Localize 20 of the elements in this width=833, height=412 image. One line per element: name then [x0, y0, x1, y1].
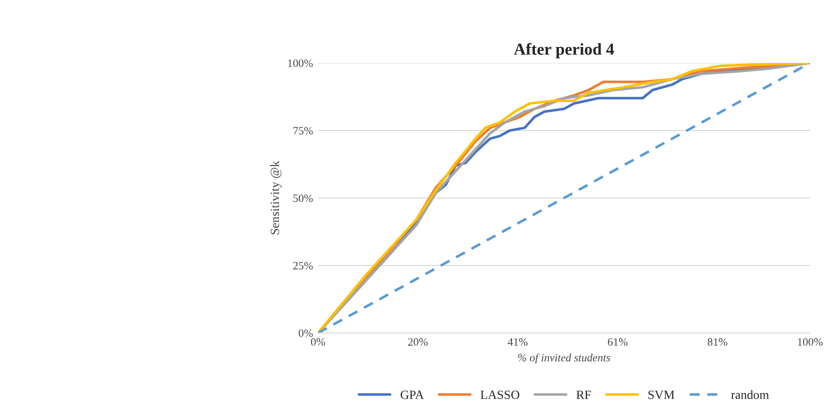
x-tick-label: 0%	[311, 338, 326, 346]
x-tick-label: 61%	[608, 338, 628, 346]
y-axis-title: Sensitivity @k	[270, 160, 282, 234]
x-tick-label: 20%	[408, 338, 428, 346]
y-tick-label: 100%	[288, 59, 313, 67]
legend-label: GPA	[400, 390, 424, 400]
legend-label: LASSO	[480, 390, 520, 400]
x-tick-label: 100%	[798, 338, 823, 346]
y-tick-label: 50%	[293, 194, 313, 202]
legend-label: SVM	[648, 390, 674, 400]
x-tick-label: 81%	[708, 338, 728, 346]
y-tick-label: 75%	[294, 126, 313, 134]
legend-label: random	[731, 390, 769, 400]
y-tick-label: 0%	[298, 329, 313, 337]
x-tick-label: 41%	[508, 338, 528, 346]
chart-title: After period 4	[514, 42, 614, 58]
legend-label: RF	[576, 390, 591, 399]
y-tick-label: 25%	[293, 262, 313, 270]
line-series	[318, 63, 810, 333]
x-axis-title: % of invited students	[518, 353, 610, 364]
